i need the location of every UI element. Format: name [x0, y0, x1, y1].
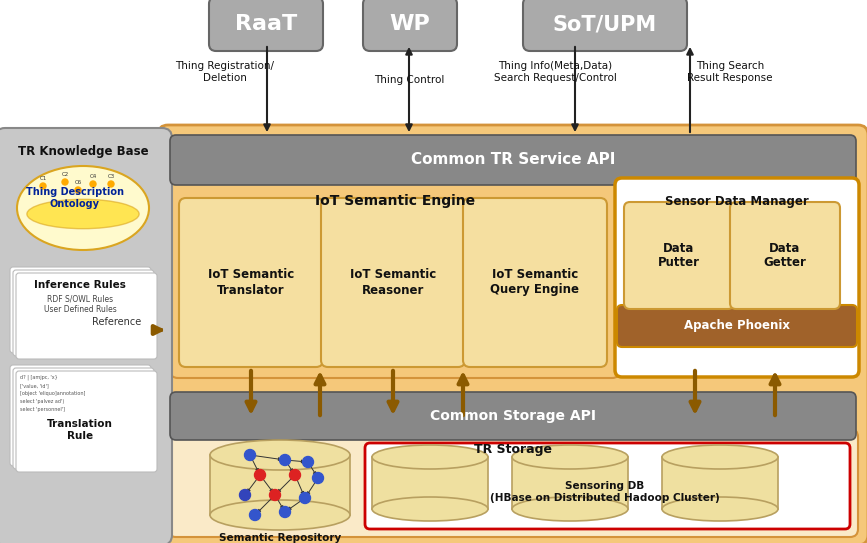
Ellipse shape [662, 445, 778, 469]
Text: IoT Semantic
Translator: IoT Semantic Translator [208, 268, 294, 296]
Ellipse shape [17, 166, 149, 250]
Text: Translation
Rule: Translation Rule [47, 419, 113, 441]
FancyBboxPatch shape [624, 202, 734, 309]
FancyBboxPatch shape [179, 198, 323, 367]
FancyBboxPatch shape [170, 177, 620, 378]
Circle shape [62, 179, 68, 185]
FancyBboxPatch shape [158, 125, 867, 543]
FancyBboxPatch shape [209, 0, 323, 51]
Circle shape [255, 470, 265, 481]
Text: Apache Phoenix: Apache Phoenix [684, 319, 790, 332]
Bar [210, 455, 350, 515]
Text: Common TR Service API: Common TR Service API [411, 153, 616, 167]
Circle shape [90, 181, 96, 187]
FancyBboxPatch shape [168, 429, 858, 537]
FancyBboxPatch shape [16, 371, 157, 472]
Text: d? | [amjpc, 'x}: d? | [amjpc, 'x} [20, 375, 58, 381]
Text: C3: C3 [108, 174, 114, 179]
Circle shape [312, 472, 323, 483]
Ellipse shape [372, 445, 488, 469]
FancyBboxPatch shape [0, 128, 172, 543]
Circle shape [290, 470, 301, 481]
Circle shape [244, 450, 256, 460]
Text: Sensor Data Manager: Sensor Data Manager [665, 194, 809, 207]
Text: C1: C1 [39, 175, 47, 180]
Text: SoT/UPM: SoT/UPM [553, 14, 657, 34]
Circle shape [75, 187, 81, 193]
Circle shape [239, 489, 251, 501]
FancyBboxPatch shape [16, 273, 157, 359]
Circle shape [299, 493, 310, 503]
Text: Thing Info(Meta,Data)
Search Request/Control: Thing Info(Meta,Data) Search Request/Con… [493, 61, 616, 83]
Text: Thing Control: Thing Control [374, 75, 444, 85]
Text: Thing Search
Result Response: Thing Search Result Response [688, 61, 772, 83]
FancyBboxPatch shape [170, 135, 856, 185]
Circle shape [270, 489, 281, 501]
Text: Common Storage API: Common Storage API [430, 409, 596, 423]
Ellipse shape [210, 500, 350, 530]
Circle shape [108, 181, 114, 187]
Circle shape [40, 183, 46, 189]
Text: Thing Registration/
Deletion: Thing Registration/ Deletion [175, 61, 275, 83]
Text: IoT Semantic
Query Engine: IoT Semantic Query Engine [491, 268, 579, 296]
Text: ['value, 'id']: ['value, 'id'] [20, 383, 49, 388]
FancyBboxPatch shape [170, 392, 856, 440]
Text: select 'palvez ad'): select 'palvez ad') [20, 399, 64, 404]
Bar [372, 457, 488, 509]
Text: RaaT: RaaT [235, 14, 297, 34]
Ellipse shape [512, 445, 628, 469]
Text: Thing Description
Ontology: Thing Description Ontology [26, 187, 124, 209]
Text: Inference Rules: Inference Rules [34, 280, 126, 290]
FancyBboxPatch shape [365, 443, 850, 529]
Text: WP: WP [389, 14, 430, 34]
Circle shape [303, 457, 314, 468]
Text: Sensoring DB
(HBase on Distributed Hadoop Cluster): Sensoring DB (HBase on Distributed Hadoo… [490, 481, 720, 503]
Text: IoT Semantic
Reasoner: IoT Semantic Reasoner [350, 268, 436, 296]
Circle shape [279, 454, 290, 465]
Bar [662, 457, 778, 509]
Ellipse shape [27, 199, 139, 229]
Text: Data
Putter: Data Putter [658, 242, 700, 269]
FancyBboxPatch shape [615, 178, 859, 377]
FancyBboxPatch shape [523, 0, 687, 51]
Text: RDF S/OWL Rules
User Defined Rules: RDF S/OWL Rules User Defined Rules [43, 294, 116, 314]
Circle shape [250, 509, 260, 521]
Circle shape [279, 507, 290, 517]
Text: Semantic Repository: Semantic Repository [218, 533, 341, 543]
FancyBboxPatch shape [321, 198, 465, 367]
Ellipse shape [210, 440, 350, 470]
FancyBboxPatch shape [13, 368, 154, 469]
Ellipse shape [512, 497, 628, 521]
Text: C4: C4 [89, 174, 96, 179]
Text: TR Knowledge Base: TR Knowledge Base [18, 146, 149, 159]
FancyBboxPatch shape [10, 267, 151, 353]
Text: select 'personnel']: select 'personnel'] [20, 407, 65, 412]
FancyBboxPatch shape [363, 0, 457, 51]
Ellipse shape [662, 497, 778, 521]
Text: IoT Semantic Engine: IoT Semantic Engine [315, 194, 475, 208]
Text: Data
Getter: Data Getter [764, 242, 806, 269]
Bar [512, 457, 628, 509]
Ellipse shape [372, 497, 488, 521]
FancyBboxPatch shape [463, 198, 607, 367]
FancyBboxPatch shape [10, 365, 151, 466]
Text: [object 'eliquo]annotation]: [object 'eliquo]annotation] [20, 391, 85, 396]
Text: C2: C2 [62, 172, 68, 176]
FancyBboxPatch shape [617, 305, 857, 347]
Text: C6: C6 [75, 180, 81, 185]
FancyBboxPatch shape [730, 202, 840, 309]
FancyBboxPatch shape [13, 270, 154, 356]
Text: TR Storage: TR Storage [474, 443, 552, 456]
Text: Reference: Reference [93, 317, 141, 327]
